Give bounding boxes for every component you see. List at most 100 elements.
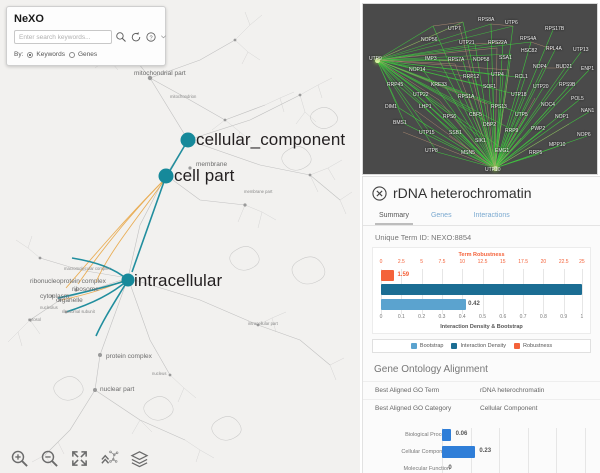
gene-label[interactable]: SOF1	[483, 84, 497, 90]
tree-label-mitochondrial-part: mitochondrial part	[134, 70, 186, 77]
gene-label[interactable]: UTP5	[515, 112, 528, 118]
legend-item-interaction-density[interactable]: Interaction Density	[451, 343, 506, 349]
collapse-tree-icon[interactable]	[100, 449, 119, 468]
tab-genes[interactable]: Genes	[430, 212, 452, 219]
radio-keywords-dot[interactable]	[27, 51, 34, 58]
gene-label[interactable]: UTP21	[459, 40, 475, 46]
gene-label[interactable]: UTP20	[533, 84, 549, 90]
tree-node-cell-part	[158, 168, 174, 184]
gene-label[interactable]: BMS1	[393, 120, 407, 126]
gene-label[interactable]: UTP22	[413, 92, 429, 98]
gene-label[interactable]: NOP4	[533, 64, 547, 70]
gene-label[interactable]: LHP1	[419, 104, 432, 110]
gene-label[interactable]: RPS1A	[458, 94, 475, 100]
gene-label[interactable]: CBF5	[469, 112, 482, 118]
gene-label[interactable]: NOP58	[473, 57, 490, 63]
legend-item-bootstrap[interactable]: Bootstrap	[410, 343, 443, 349]
axis-tick: 22.5	[558, 259, 569, 265]
gene-label[interactable]: UTP13	[573, 47, 589, 53]
gene-label[interactable]: RPS4A	[520, 36, 537, 42]
close-icon[interactable]	[372, 185, 387, 201]
gene-label[interactable]: DIM1	[385, 104, 397, 110]
gene-label[interactable]: RPS6	[443, 114, 457, 120]
gene-label[interactable]: SIK1	[475, 138, 486, 144]
gene-label[interactable]: PWP2	[531, 126, 546, 132]
gene-label[interactable]: UTP4	[491, 72, 504, 78]
gene-label[interactable]: NOC4	[541, 102, 555, 108]
gene-label[interactable]: NOP56	[421, 37, 438, 43]
legend-swatch-robustness	[514, 343, 521, 349]
gene-label[interactable]: UTP7	[448, 26, 461, 32]
search-row[interactable]: ?	[14, 30, 166, 44]
gene-label[interactable]: RRP12	[463, 74, 480, 80]
gene-label[interactable]: EMG1	[495, 148, 510, 154]
gene-label[interactable]: BUD21	[556, 64, 573, 70]
gene-label[interactable]: RPS13	[491, 104, 507, 110]
zoom-out-icon[interactable]	[40, 449, 59, 468]
gene-label[interactable]: RRP5	[529, 150, 543, 156]
gene-label[interactable]: RPS17B	[545, 26, 565, 32]
refresh-icon[interactable]	[130, 31, 142, 43]
gene-label[interactable]: RPS22A	[488, 40, 508, 46]
term-detail-panel[interactable]: rDNA heterochromatin Summary Genes Inter…	[362, 176, 600, 473]
gene-label[interactable]: UTP18	[511, 92, 527, 98]
tab-summary[interactable]: Summary	[375, 209, 413, 225]
layers-icon[interactable]	[130, 449, 149, 468]
gene-hub-utp10[interactable]	[493, 166, 498, 171]
search-panel[interactable]: NeXO ? By: Keywords	[6, 6, 166, 66]
tree-label-mitochondrion: mitochondrion	[170, 94, 197, 99]
gene-label-hub[interactable]: UTP10	[485, 167, 501, 173]
tab-interactions[interactable]: Interactions	[473, 212, 510, 219]
gene-label[interactable]: RPS7A	[448, 57, 465, 63]
gene-label[interactable]: ENP1	[581, 66, 595, 72]
ontology-tree-view[interactable]: cellular_component cell part intracellul…	[0, 0, 360, 473]
gene-label[interactable]: UTP15	[419, 130, 435, 136]
bar-interaction-density	[381, 284, 582, 295]
gene-label[interactable]: DBP2	[483, 122, 497, 128]
radio-keywords[interactable]: Keywords	[27, 51, 65, 58]
gene-label[interactable]: UTP6	[505, 20, 518, 26]
tree-label-intracellular-part: intracellular part	[248, 321, 278, 326]
gene-label[interactable]: NOP6	[577, 132, 591, 138]
search-input[interactable]	[14, 30, 112, 44]
gene-label[interactable]: POL5	[571, 96, 584, 102]
gene-label[interactable]: RPS9B	[559, 82, 576, 88]
gene-label[interactable]: NOP1	[555, 114, 569, 120]
gene-label[interactable]: RPL4A	[546, 46, 562, 52]
gene-interaction-network[interactable]: UTP9 NOP56 UTP7 RPS8A UTP6 RPS17B UTP21 …	[362, 3, 598, 175]
gene-label[interactable]: RRP9	[505, 128, 519, 134]
fit-screen-icon[interactable]	[70, 449, 89, 468]
radio-genes[interactable]: Genes	[68, 51, 97, 58]
help-icon[interactable]: ?	[145, 31, 157, 43]
gene-label[interactable]: UTP9	[369, 56, 382, 62]
gene-label[interactable]: RCL1	[515, 74, 528, 80]
view-toolbar[interactable]	[0, 443, 360, 473]
gene-label[interactable]: MSN5	[461, 150, 475, 156]
radio-genes-dot[interactable]	[68, 51, 75, 58]
go-row-term: Best Aligned GO Term rDNA heterochromati…	[363, 381, 600, 399]
panel-tabs[interactable]: Summary Genes Interactions	[363, 205, 600, 226]
gene-label[interactable]: RRP45	[387, 82, 404, 88]
gene-label[interactable]: RPS8A	[478, 17, 495, 23]
legend-item-robustness[interactable]: Robustness	[514, 343, 552, 349]
axis-tick: 25	[579, 259, 585, 265]
gene-label[interactable]: SSB1	[449, 130, 462, 136]
gene-label[interactable]: NOP14	[409, 67, 426, 73]
search-icon[interactable]	[115, 31, 127, 43]
collapse-icon[interactable]	[160, 31, 167, 43]
gene-label[interactable]: NAN1	[581, 108, 595, 114]
gene-hub-utp9[interactable]	[375, 58, 380, 63]
tree-label-nuclear-part: nuclear part	[100, 386, 135, 393]
gene-label[interactable]: KRE33	[431, 82, 447, 88]
bar-bootstrap	[381, 299, 466, 310]
ontology-tree-graph[interactable]	[0, 0, 360, 473]
gene-label[interactable]: SSA1	[499, 55, 512, 61]
axis-tick: 0.4	[458, 314, 466, 320]
gene-label[interactable]: IMP3	[425, 56, 437, 62]
svg-text:?: ?	[149, 35, 152, 41]
gene-label[interactable]: MPP10	[549, 142, 566, 148]
chart-legend: Bootstrap Interaction Density Robustness	[372, 339, 591, 353]
gene-label[interactable]: UTP8	[425, 148, 438, 154]
zoom-in-icon[interactable]	[10, 449, 29, 468]
gene-label[interactable]: HSC82	[521, 48, 538, 54]
